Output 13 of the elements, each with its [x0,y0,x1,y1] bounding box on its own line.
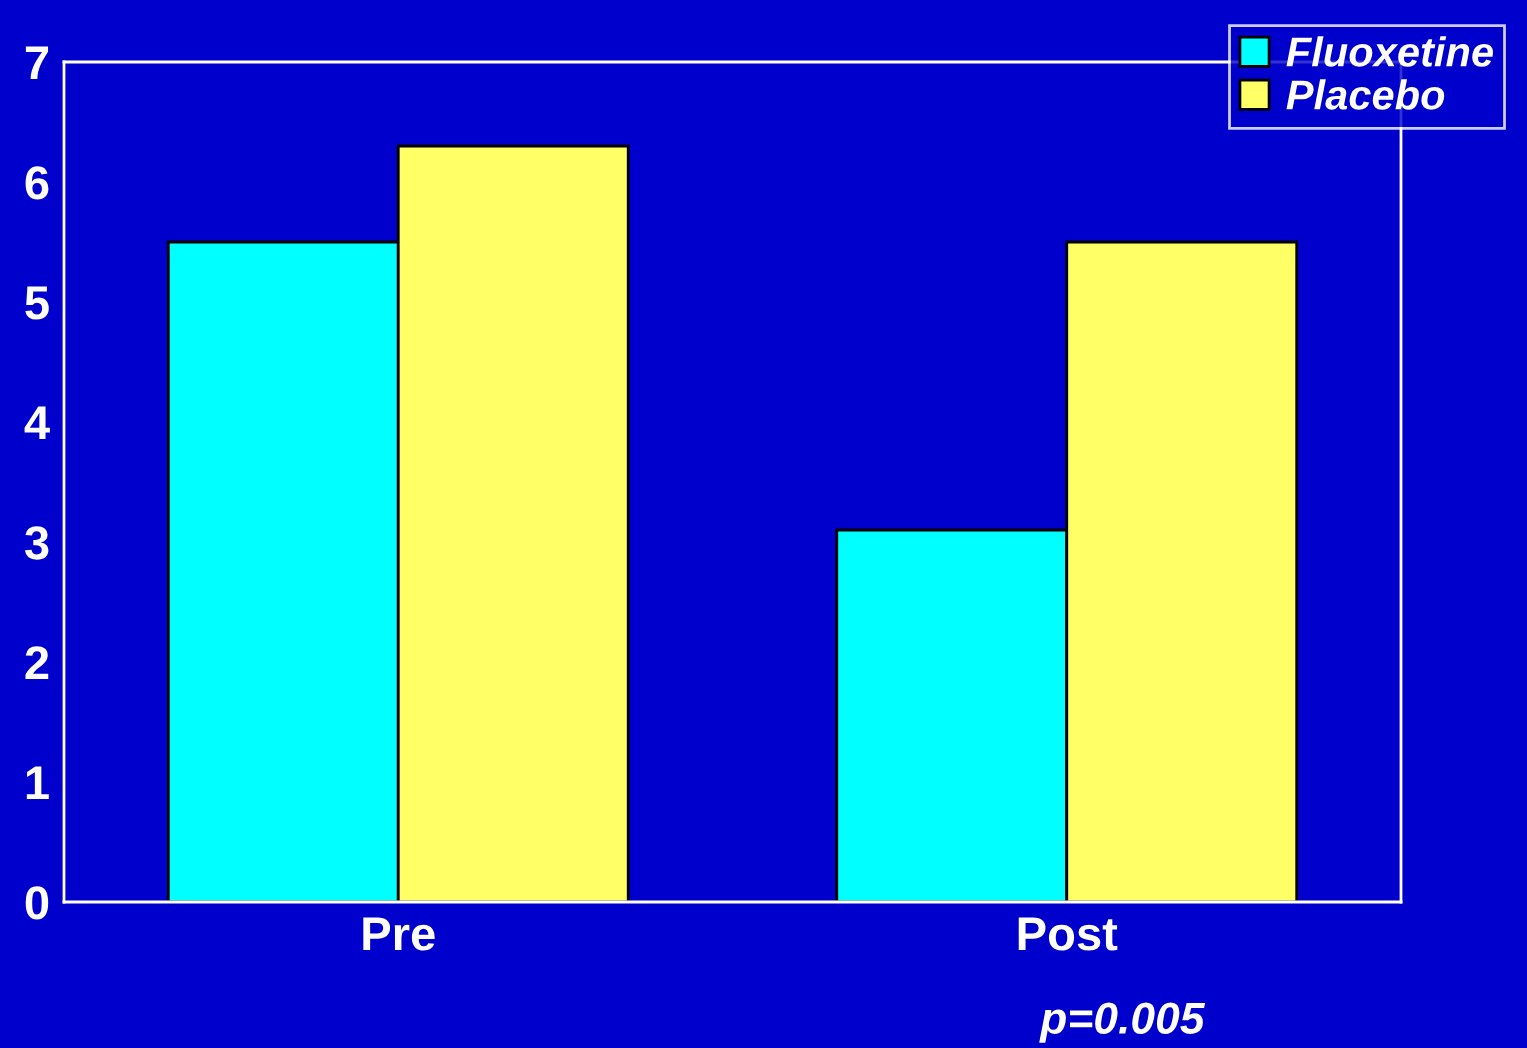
x-tick-label: Post [1018,917,1118,951]
y-tick-label: 6 [25,166,49,200]
y-tick-label: 2 [25,646,49,680]
y-tick-label: 7 [25,46,49,80]
y-tick-label: 0 [25,886,49,920]
legend-label: Fluoxetine [1286,36,1493,67]
text: p=0.005 [1039,1002,1206,1043]
x-tick-label: Pre [363,917,435,951]
y-tick-label: 3 [24,526,49,560]
legend-label: Placebo [1286,79,1445,110]
y-tick-label: 1 [26,766,49,800]
y-tick-label: 5 [25,286,49,320]
y-tick-label: 4 [24,406,50,440]
